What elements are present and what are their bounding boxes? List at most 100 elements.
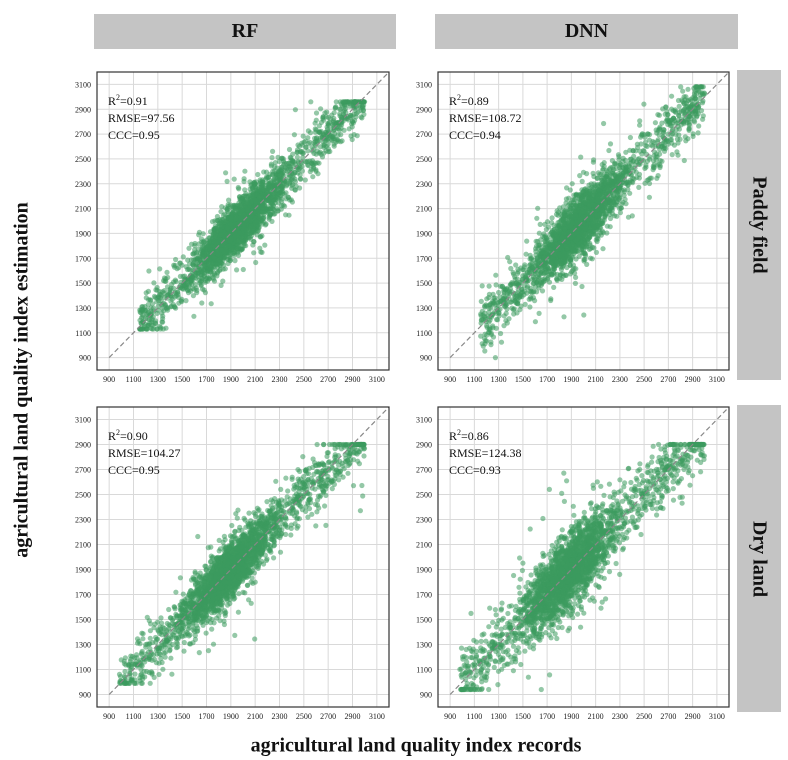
scatter-point — [245, 194, 251, 200]
scatter-point — [239, 233, 245, 239]
scatter-point — [268, 199, 274, 205]
scatter-point — [222, 253, 228, 259]
y-tick-label: 1900 — [75, 229, 91, 238]
scatter-point — [612, 160, 618, 166]
scatter-point — [302, 177, 308, 183]
scatter-point — [294, 154, 300, 160]
scatter-points — [137, 99, 368, 332]
x-tick-label: 2900 — [345, 375, 361, 384]
scatter-point — [191, 260, 197, 266]
scatter-point — [245, 207, 251, 213]
scatter-point — [262, 176, 269, 182]
ccc-annotation: CCC=0.95 — [108, 128, 160, 142]
scatter-point — [484, 338, 490, 344]
scatter-point — [700, 116, 706, 122]
scatter-point — [235, 184, 241, 191]
scatter-point — [218, 282, 224, 288]
scatter-point — [148, 297, 154, 303]
scatter-point — [143, 295, 149, 301]
scatter-point — [238, 238, 244, 244]
scatter-point — [273, 172, 279, 178]
scatter-point — [199, 253, 205, 259]
scatter-point — [498, 330, 504, 337]
scatter-point — [676, 103, 682, 109]
scatter-point — [524, 238, 530, 244]
scatter-point — [479, 283, 485, 289]
scatter-point — [350, 120, 357, 126]
scatter-point — [314, 160, 320, 166]
scatter-point — [682, 134, 688, 140]
y-tick-label: 2300 — [75, 180, 91, 189]
scatter-point — [681, 157, 687, 164]
scatter-point — [338, 139, 344, 145]
scatter-point — [252, 220, 258, 226]
scatter-point — [241, 176, 247, 182]
scatter-point — [503, 318, 509, 324]
scatter-point — [482, 348, 488, 354]
scatter-point — [160, 326, 166, 332]
scatter-point — [234, 267, 240, 273]
scatter-point — [199, 300, 205, 306]
scatter-point — [522, 262, 528, 268]
scatter-point — [581, 312, 587, 318]
scatter-point — [579, 283, 585, 290]
scatter-point — [325, 121, 331, 127]
scatter-point — [169, 281, 175, 287]
scatter-point — [204, 269, 210, 275]
scatter-point — [233, 216, 239, 222]
scatter-point — [300, 133, 306, 139]
scatter-point — [219, 204, 225, 210]
scatter-point — [228, 215, 234, 221]
scatter-point — [657, 158, 663, 164]
scatter-point — [235, 252, 242, 258]
scatter-point — [217, 237, 223, 243]
scatter-point — [690, 131, 696, 137]
scatter-point — [486, 283, 492, 289]
scatter-point — [320, 114, 326, 120]
scatter-point — [158, 293, 164, 299]
scatter-point — [182, 283, 188, 289]
y-tick-label: 2700 — [75, 130, 91, 139]
scatter-point — [527, 304, 533, 310]
scatter-point — [352, 99, 358, 105]
scatter-point — [537, 221, 543, 227]
scatter-point — [682, 106, 688, 112]
scatter-point — [225, 202, 231, 208]
scatter-point — [313, 117, 319, 123]
scatter-point — [270, 148, 276, 154]
scatter-point — [255, 171, 261, 178]
scatter-point — [218, 232, 224, 238]
scatter-point — [637, 118, 643, 124]
scatter-point — [696, 123, 702, 129]
scatter-point — [493, 282, 499, 288]
scatter-point — [607, 141, 614, 147]
scatter-point — [316, 123, 322, 129]
scatter-point — [204, 244, 211, 250]
scatter-point — [551, 284, 557, 290]
x-tick-label: 2500 — [296, 375, 312, 384]
scatter-point — [492, 355, 498, 361]
scatter-point — [195, 246, 201, 252]
scatter-point — [490, 334, 497, 340]
scatter-point — [142, 303, 148, 310]
scatter-point — [223, 244, 229, 250]
scatter-point — [266, 181, 272, 187]
scatter-point — [223, 170, 229, 176]
scatter-point — [643, 162, 649, 168]
scatter-point — [243, 237, 249, 243]
scatter-point — [578, 154, 584, 160]
scatter-point — [327, 148, 333, 155]
scatter-point — [478, 298, 484, 304]
column-header-rf-label: RF — [231, 20, 259, 42]
scatter-point — [303, 138, 309, 144]
column-header-dnn: DNN — [435, 14, 738, 49]
scatter-point — [271, 207, 277, 213]
scatter-point — [305, 148, 311, 154]
scatter-point — [226, 197, 232, 203]
scatter-point — [272, 160, 278, 166]
scatter-point — [173, 256, 179, 263]
scatter-point — [321, 150, 327, 156]
scatter-point — [161, 278, 167, 284]
scatter-point — [544, 219, 551, 225]
scatter-point — [291, 132, 297, 138]
